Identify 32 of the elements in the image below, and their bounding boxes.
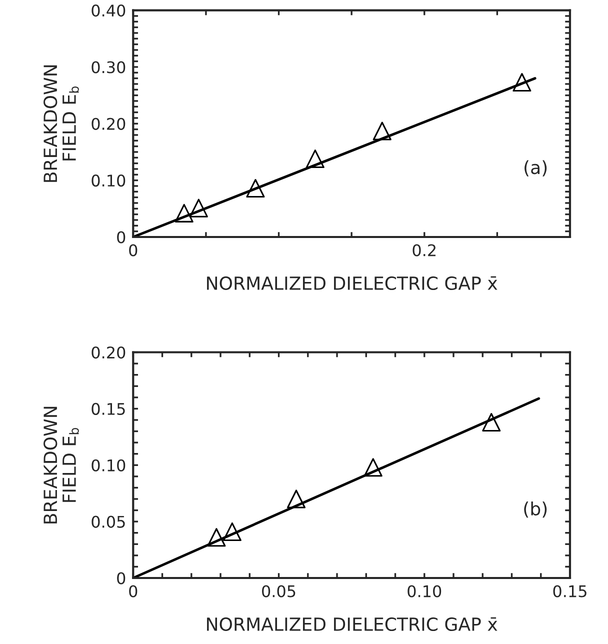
y-tick-label: 0.10	[92, 174, 126, 187]
y-tick-label: 0.10	[92, 459, 126, 472]
y-axis-title: BREAKDOWN FIELD E$_{b}$	[44, 65, 79, 182]
x-tick-label: 0.15	[553, 585, 586, 598]
y-tick-label: 0.40	[92, 4, 126, 17]
point	[364, 458, 382, 477]
y-tick-label: 0.20	[92, 118, 126, 130]
x-axis-title: NORMALIZED DIELECTRIC GAP x̄	[207, 276, 498, 290]
y-axis-title: BREAKDOWN FIELD E$_{b}$	[44, 406, 79, 524]
point	[286, 490, 306, 508]
y-tick-label: 0.20	[92, 346, 126, 359]
x-tick-label: 0.10	[408, 585, 442, 598]
point	[512, 73, 532, 92]
point	[189, 198, 208, 218]
point	[207, 528, 226, 547]
point	[372, 122, 392, 140]
y-tick-label: 0.15	[92, 402, 125, 415]
y-tick-label: 0.30	[92, 61, 126, 74]
x-tick-label: 0	[129, 585, 138, 598]
annotation: (b)	[524, 502, 547, 518]
y-tick-label: 0	[117, 572, 126, 584]
point	[482, 412, 501, 432]
y-tick-label: 0.05	[92, 516, 125, 528]
point	[222, 522, 242, 541]
x-axis-title: NORMALIZED DIELECTRIC GAP x̄	[207, 617, 498, 632]
x-tick-label: 0.2	[412, 244, 436, 256]
point	[306, 150, 324, 168]
y-tick-label: 0	[117, 231, 126, 244]
annotation: (a)	[524, 160, 547, 176]
x-tick-label: 0.05	[262, 585, 296, 598]
point	[246, 178, 265, 198]
point	[174, 204, 194, 222]
